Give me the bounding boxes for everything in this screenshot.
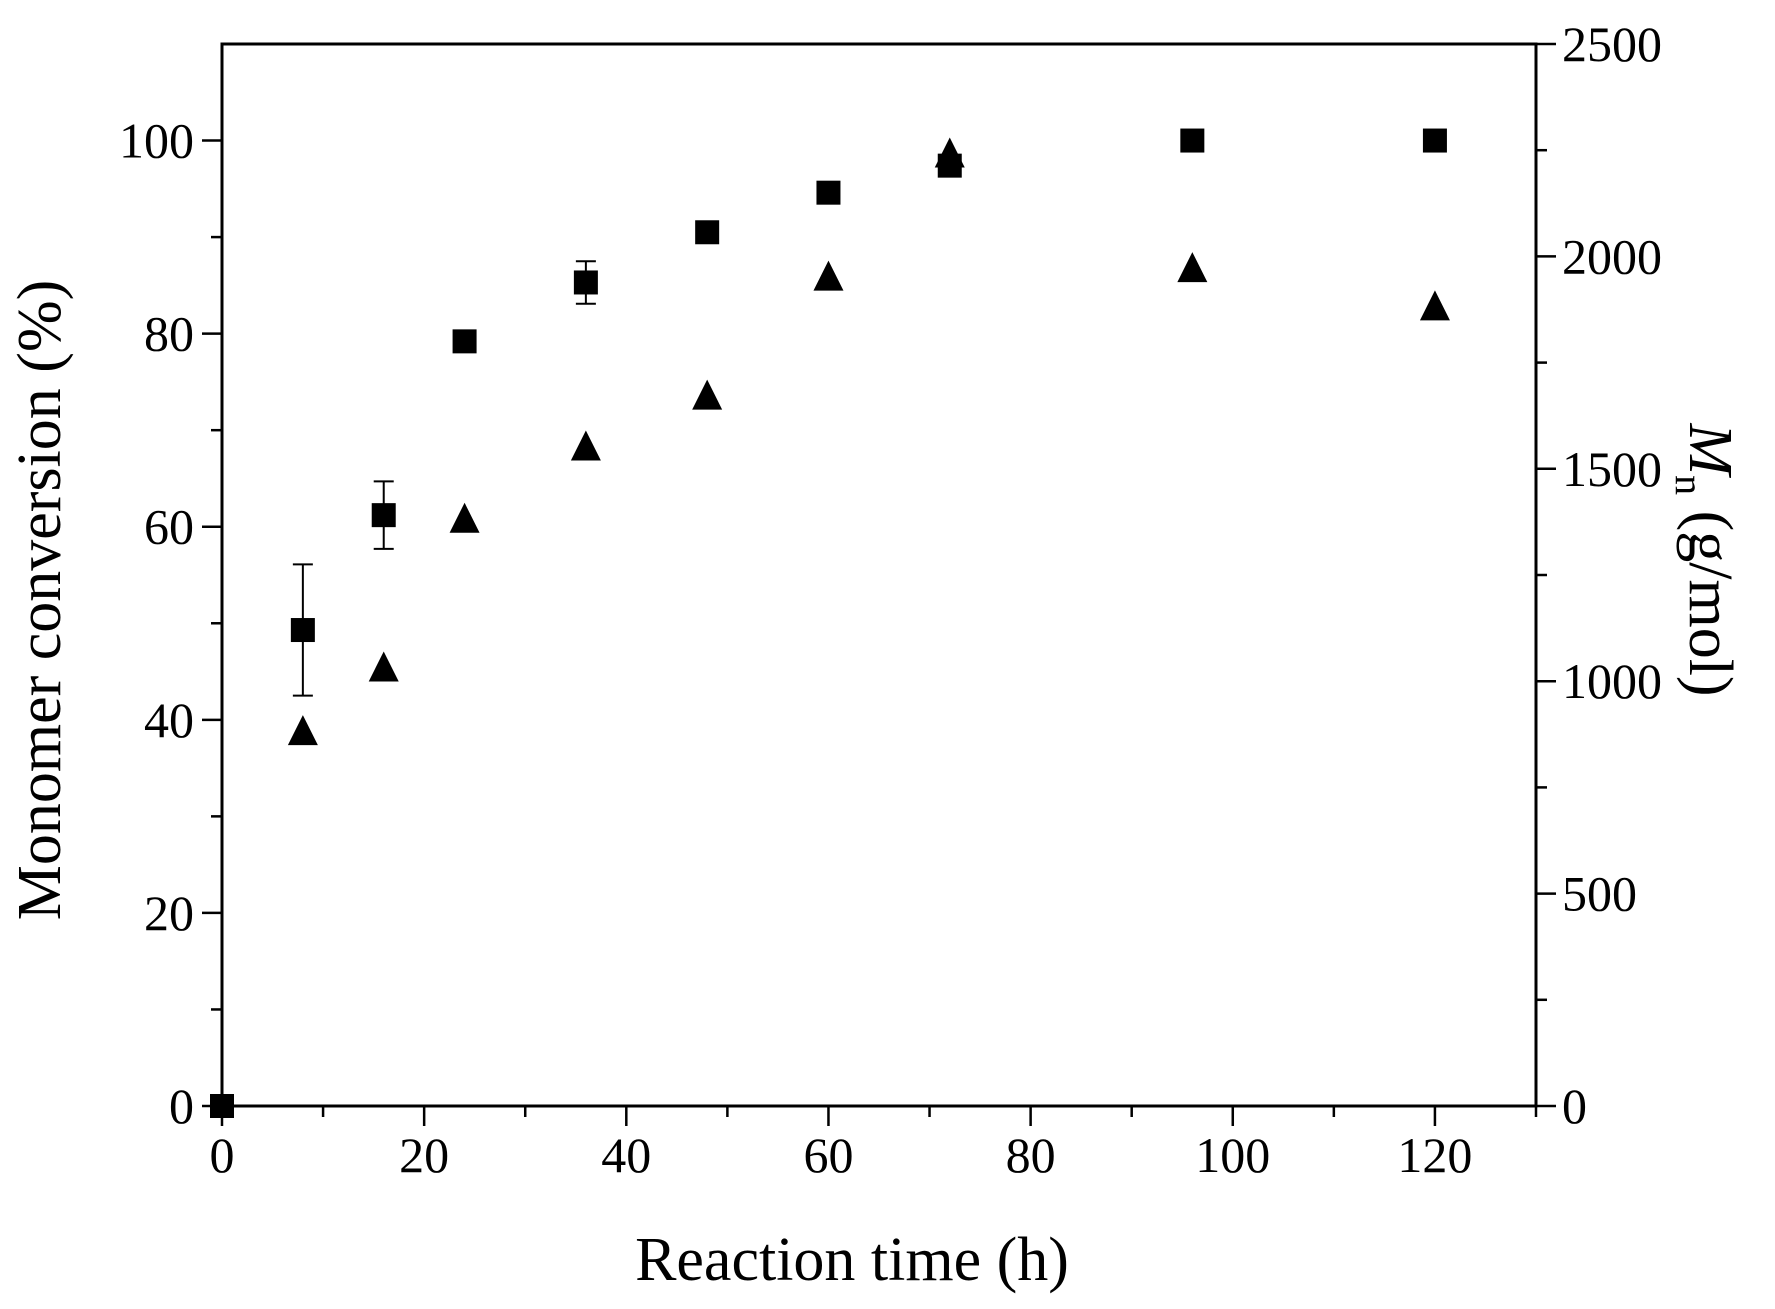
mn-triangle-marker (813, 260, 844, 291)
x-tick-label: 100 (1195, 1127, 1270, 1183)
y2-axis-title-subscript: n (1667, 475, 1712, 495)
plot-frame (220, 42, 1538, 1108)
y2-tick-label: 1000 (1562, 653, 1662, 709)
data-markers (210, 128, 1450, 1118)
x-tick-label: 0 (210, 1127, 235, 1183)
x-tick-label: 80 (1006, 1127, 1056, 1183)
conversion-square-marker (452, 329, 477, 354)
conversion-square-marker (210, 1094, 234, 1118)
y-tick-label: 40 (144, 692, 194, 748)
error-bars (292, 260, 596, 697)
mn-triangle-marker (692, 379, 723, 410)
y-tick-label: 100 (119, 113, 194, 169)
mn-triangle-marker (287, 715, 318, 746)
y-tick-label: 80 (144, 306, 194, 362)
y2-tick-label: 0 (1562, 1078, 1587, 1134)
y2-tick-label: 2500 (1562, 16, 1662, 72)
conversion-square-marker (1180, 128, 1205, 153)
y-tick-label: 0 (169, 1078, 194, 1134)
x-tick-label: 40 (601, 1127, 651, 1183)
x-tick-label: 60 (803, 1127, 853, 1183)
y-axis-title: Monomer conversion (%) (6, 280, 74, 921)
mn-triangle-marker (1177, 252, 1208, 283)
y2-tick-label: 2000 (1562, 228, 1662, 284)
y2-axis-title-unit: (g/mol) (1676, 495, 1744, 696)
y2-tick-label: 1500 (1562, 441, 1662, 497)
x-axis-title: Reaction time (h) (635, 1226, 1069, 1294)
conversion-square-marker (695, 220, 720, 245)
axis-ticks: 0 20 40 60 80 100 1200204060801000500100015002… (119, 16, 1662, 1183)
mn-triangle-marker (368, 651, 399, 682)
x-tick-label: 120 (1397, 1127, 1472, 1183)
y-tick-label: 60 (144, 499, 194, 555)
y-tick-label: 20 (144, 885, 194, 941)
mn-triangle-marker (934, 137, 965, 168)
conversion-square-marker (290, 618, 315, 643)
y2-tick-label: 500 (1562, 866, 1637, 922)
mn-triangle-marker (449, 502, 480, 533)
conversion-square-marker (371, 503, 396, 528)
mn-triangle-marker (570, 430, 601, 461)
mn-triangle-marker (1419, 290, 1450, 321)
conversion-square-marker (816, 180, 841, 205)
x-tick-label: 20 (399, 1127, 449, 1183)
y2-axis-title: Mn (g/mol) (1667, 422, 1744, 696)
conversion-square-marker (573, 270, 598, 295)
y2-axis-title-main: M (1676, 422, 1744, 478)
conversion-square-marker (1422, 128, 1447, 153)
